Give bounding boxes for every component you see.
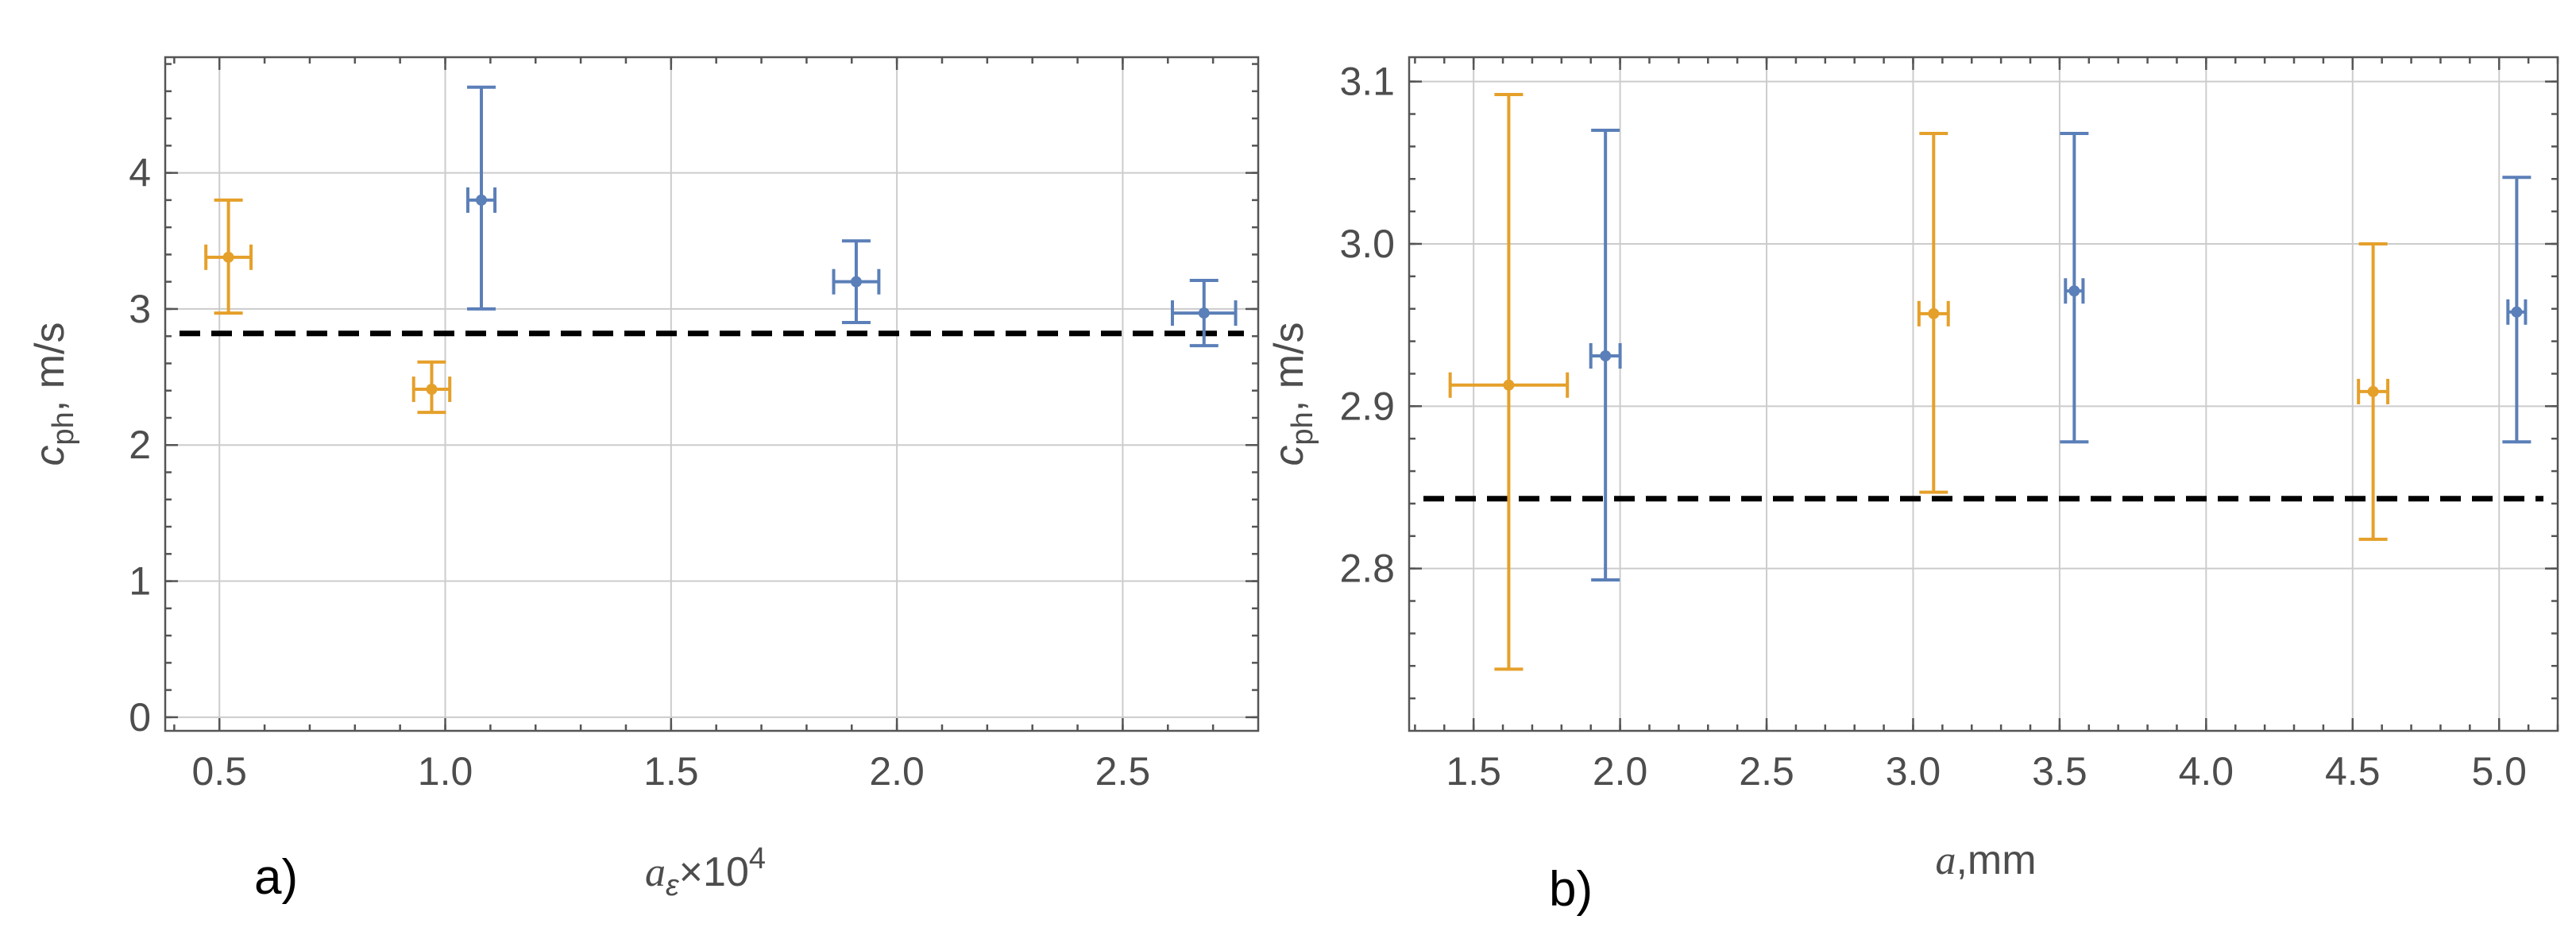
y-tick-label: 3.1 bbox=[1339, 60, 1395, 104]
y-axis-label-a: cph, m/s bbox=[27, 323, 80, 466]
point-marker bbox=[223, 252, 234, 263]
y-tick-label: 3 bbox=[129, 287, 151, 331]
data-point-orange bbox=[1919, 133, 1948, 493]
plot-frame-b bbox=[1409, 57, 2558, 731]
point-marker bbox=[476, 195, 487, 206]
data-points-b bbox=[1450, 95, 2532, 669]
tick-marks-a bbox=[165, 57, 1258, 731]
x-tick-label: 2.5 bbox=[1095, 749, 1151, 794]
tick-labels-a: 0.5 1.0 1.5 2.0 2.5 0 1 2 3 4 bbox=[129, 151, 1150, 794]
x-tick-label: 2.0 bbox=[1593, 749, 1648, 794]
chart-panel-b: 1.5 2.0 2.5 3.0 3.5 4.0 4.5 5.0 2.8 2.9 3.0 3.1 cph… bbox=[1266, 57, 2558, 917]
y-tick-label: 3.0 bbox=[1339, 222, 1395, 266]
x-tick-label: 2.0 bbox=[869, 749, 925, 794]
y-tick-label: 2.8 bbox=[1339, 547, 1395, 591]
data-point-orange bbox=[206, 200, 251, 313]
data-point-orange bbox=[414, 362, 450, 412]
y-tick-label: 0 bbox=[129, 695, 151, 740]
y-tick-label: 4 bbox=[129, 151, 151, 195]
x-tick-label: 1.5 bbox=[1446, 749, 1501, 794]
x-tick-label: 0.5 bbox=[191, 749, 247, 794]
point-marker bbox=[1199, 307, 1210, 319]
panel-label-b: b) bbox=[1549, 862, 1593, 917]
x-tick-label: 3.0 bbox=[1886, 749, 1941, 794]
figure: 0.5 1.0 1.5 2.0 2.501234 cph, m/s aε×104 a) … bbox=[0, 0, 2576, 935]
plot-frame-a bbox=[165, 57, 1258, 731]
data-point-orange bbox=[2358, 244, 2388, 539]
data-point-blue bbox=[1591, 130, 1620, 580]
tick-marks-b bbox=[1409, 57, 2558, 731]
y-axis-label-b: cph, m/s bbox=[1266, 323, 1319, 466]
data-point-blue bbox=[834, 241, 879, 323]
panel-label-a: a) bbox=[254, 850, 298, 905]
x-tick-label: 4.0 bbox=[2179, 749, 2234, 794]
y-tick-label: 1 bbox=[129, 559, 151, 604]
point-marker bbox=[2368, 386, 2379, 397]
x-tick-label: 5.0 bbox=[2471, 749, 2527, 794]
x-tick-label: 4.5 bbox=[2325, 749, 2381, 794]
data-point-blue bbox=[2502, 177, 2531, 442]
x-tick-label: 1.5 bbox=[643, 749, 699, 794]
gridlines-a bbox=[165, 57, 1258, 731]
x-axis-label-b: a,mm bbox=[1935, 837, 2036, 883]
point-marker bbox=[851, 276, 862, 288]
x-tick-label: 2.5 bbox=[1739, 749, 1794, 794]
y-tick-label: 2.9 bbox=[1339, 384, 1395, 428]
x-tick-label: 1.0 bbox=[418, 749, 473, 794]
point-marker bbox=[1928, 308, 1939, 319]
data-point-blue bbox=[2060, 133, 2088, 442]
gridlines-b bbox=[1409, 57, 2558, 731]
y-tick-label: 2 bbox=[129, 423, 151, 467]
x-axis-label-a: aε×104 bbox=[645, 842, 766, 902]
point-marker bbox=[1600, 350, 1611, 361]
data-point-blue bbox=[467, 87, 496, 309]
point-marker bbox=[2511, 307, 2522, 318]
chart-panel-a: 0.5 1.0 1.5 2.0 2.5 0 1 2 3 4 cph, m/s aε×104 a) bbox=[27, 57, 1258, 905]
data-point-orange bbox=[1450, 95, 1568, 669]
point-marker bbox=[426, 384, 437, 395]
point-marker bbox=[2068, 285, 2080, 296]
point-marker bbox=[1503, 380, 1514, 391]
x-tick-label: 3.5 bbox=[2032, 749, 2087, 794]
data-points-a bbox=[206, 87, 1235, 412]
